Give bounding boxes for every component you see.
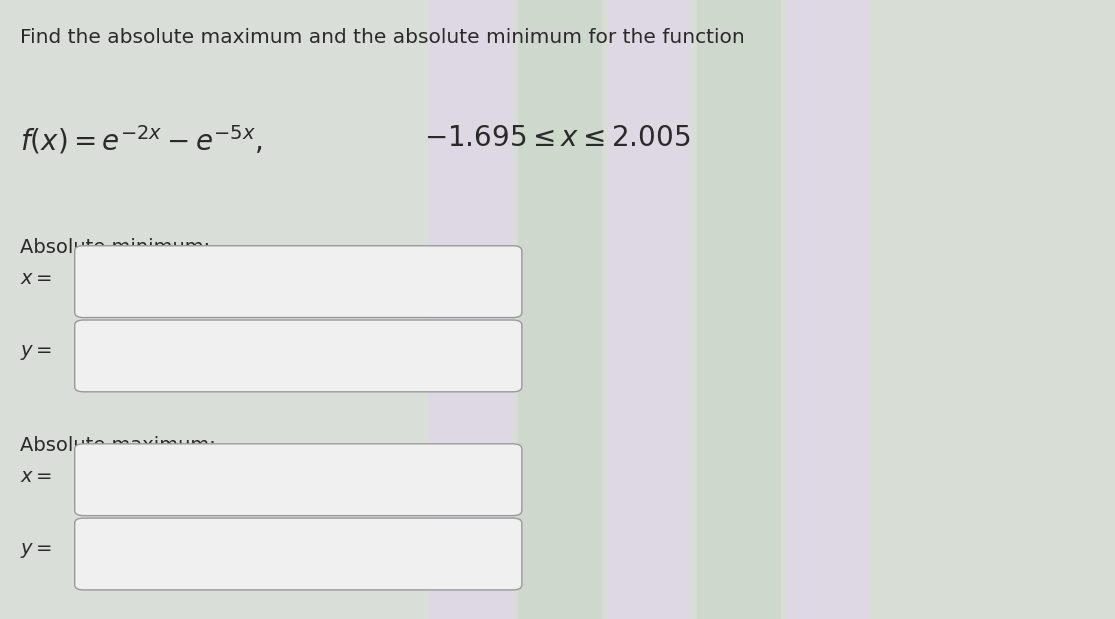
Bar [429,0,513,619]
Text: $y =$: $y =$ [20,542,52,560]
FancyBboxPatch shape [75,444,522,516]
Text: Absolute maximum:: Absolute maximum: [20,436,216,456]
Bar [786,0,870,619]
Text: $x =$: $x =$ [20,467,52,486]
Text: $x =$: $x =$ [20,269,52,288]
Bar [697,0,780,619]
FancyBboxPatch shape [75,320,522,392]
Bar [518,0,602,619]
Text: $y =$: $y =$ [20,344,52,362]
Bar [0,0,429,619]
Text: $-1.695 \leq x \leq 2.005$: $-1.695 \leq x \leq 2.005$ [424,124,690,152]
FancyBboxPatch shape [75,246,522,318]
FancyBboxPatch shape [75,518,522,590]
Text: Absolute minimum:: Absolute minimum: [20,238,211,258]
Text: Find the absolute maximum and the absolute minimum for the function: Find the absolute maximum and the absolu… [20,28,745,47]
Text: $f(x) = e^{-2x} - e^{-5x},$: $f(x) = e^{-2x} - e^{-5x},$ [20,124,263,157]
Bar [608,0,691,619]
